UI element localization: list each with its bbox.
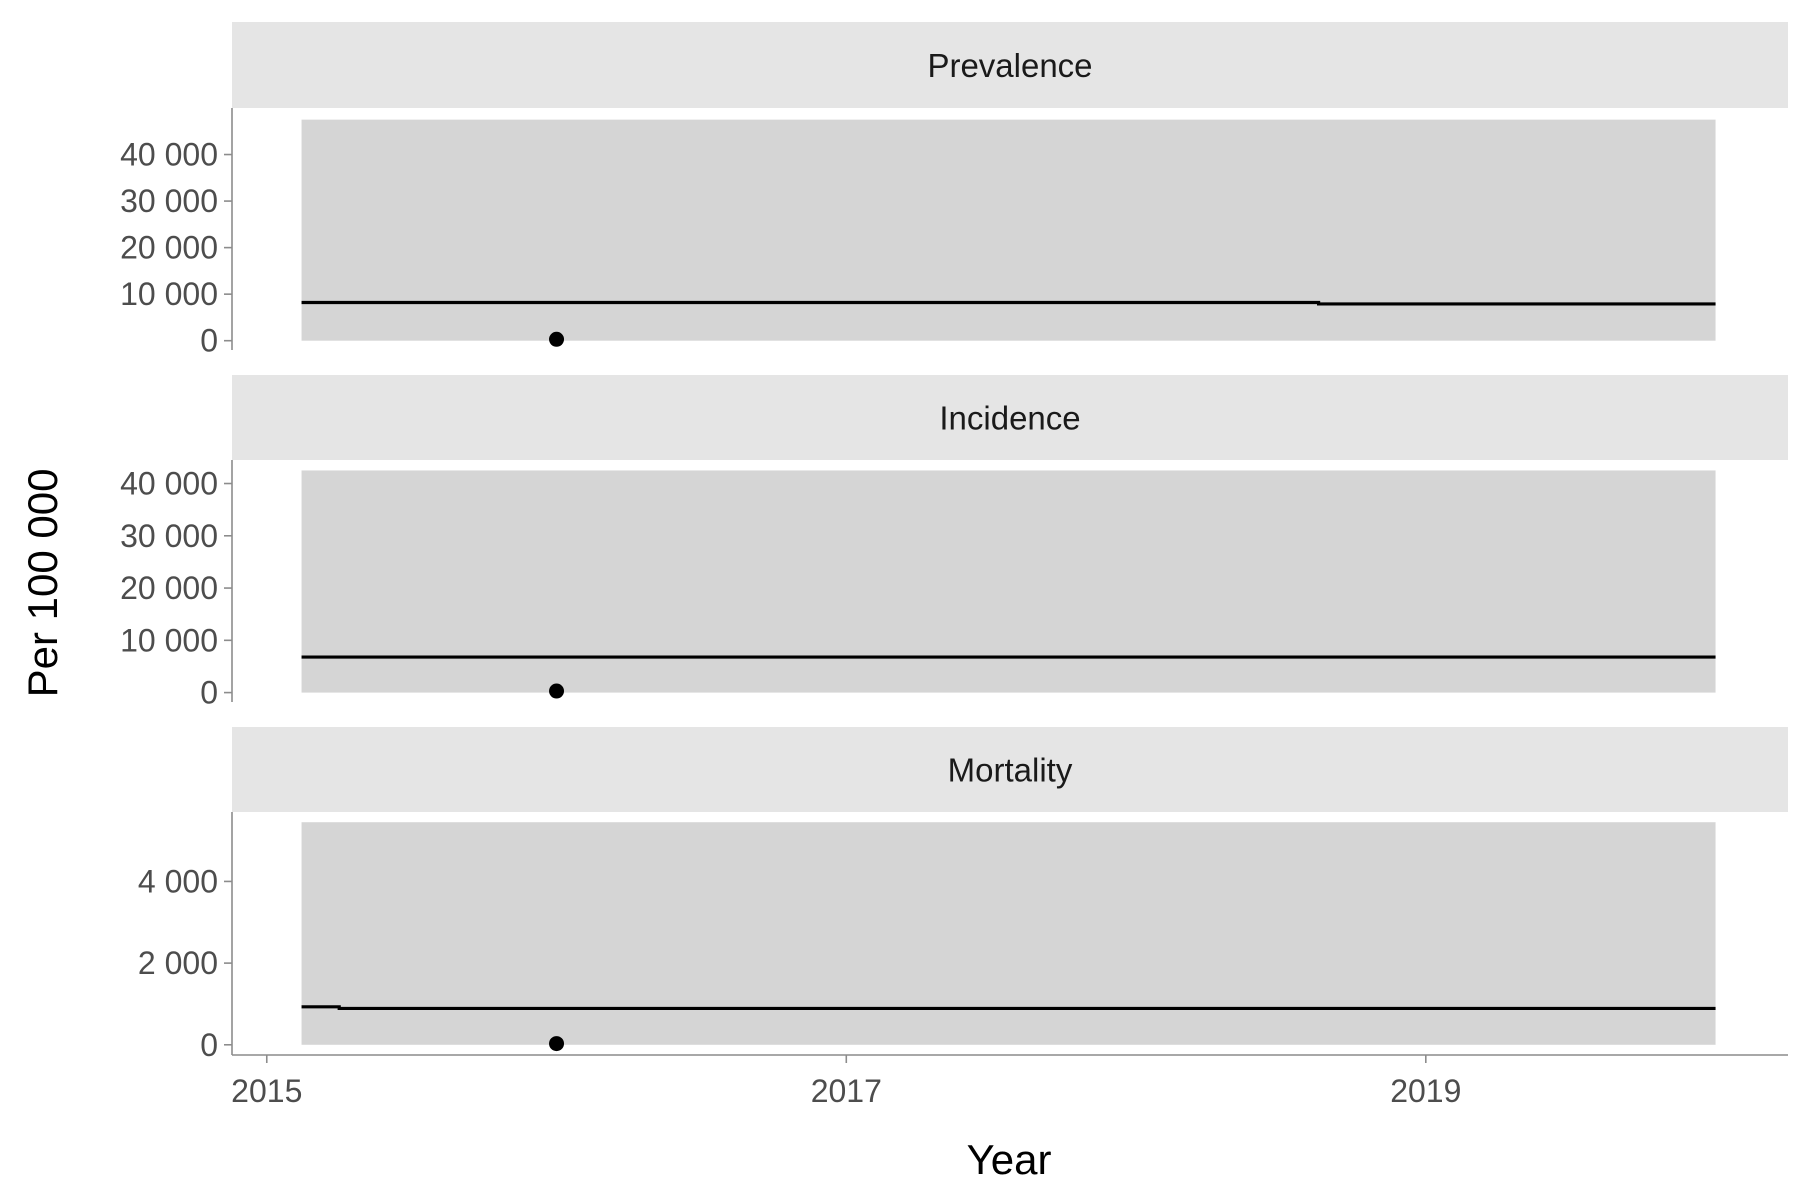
y-tick-label-incidence: 0 <box>200 675 218 711</box>
point-incidence <box>549 683 565 699</box>
panel-mortality: Mortality 0 2 000 4 000 <box>138 727 1788 1063</box>
strip-mortality <box>232 727 1788 812</box>
y-tick-label-prevalence: 0 <box>200 323 218 359</box>
x-tick-label: 2019 <box>1390 1073 1461 1109</box>
band-mortality <box>301 822 1716 1045</box>
y-tick-label-prevalence: 10 000 <box>120 276 218 312</box>
panel-prevalence: Prevalence 0 10 000 20 000 30 000 40 000 <box>120 22 1788 359</box>
y-tick-label-incidence: 10 000 <box>120 622 218 658</box>
strip-label-mortality: Mortality <box>948 752 1073 789</box>
y-tick-label-incidence: 20 000 <box>120 570 218 606</box>
band-incidence <box>301 470 1716 693</box>
panel-incidence: Incidence 0 10 000 20 000 30 000 40 000 <box>120 375 1788 711</box>
y-tick-label-mortality: 0 <box>200 1027 218 1063</box>
line-mortality <box>301 1005 1716 1011</box>
x-tick-label: 2017 <box>811 1073 882 1109</box>
point-prevalence <box>549 331 565 347</box>
y-tick-label-prevalence: 30 000 <box>120 183 218 219</box>
strip-prevalence <box>232 22 1788 108</box>
y-tick-label-prevalence: 40 000 <box>120 137 218 173</box>
y-axis-title: Per 100 000 <box>19 469 66 698</box>
y-tick-label-mortality: 2 000 <box>138 945 218 981</box>
line-prevalence <box>301 300 1716 306</box>
strip-label-incidence: Incidence <box>939 400 1080 437</box>
y-tick-label-incidence: 40 000 <box>120 466 218 502</box>
y-tick-label-incidence: 30 000 <box>120 518 218 554</box>
strip-incidence <box>232 375 1788 460</box>
y-tick-label-mortality: 4 000 <box>138 863 218 899</box>
x-axis: 2015 2017 2019 <box>231 1054 1788 1109</box>
strip-label-prevalence: Prevalence <box>927 47 1092 84</box>
x-axis-title: Year <box>967 1136 1052 1183</box>
x-tick-label: 2015 <box>231 1073 302 1109</box>
point-mortality <box>549 1036 565 1052</box>
y-tick-label-prevalence: 20 000 <box>120 230 218 266</box>
band-prevalence <box>301 119 1716 341</box>
